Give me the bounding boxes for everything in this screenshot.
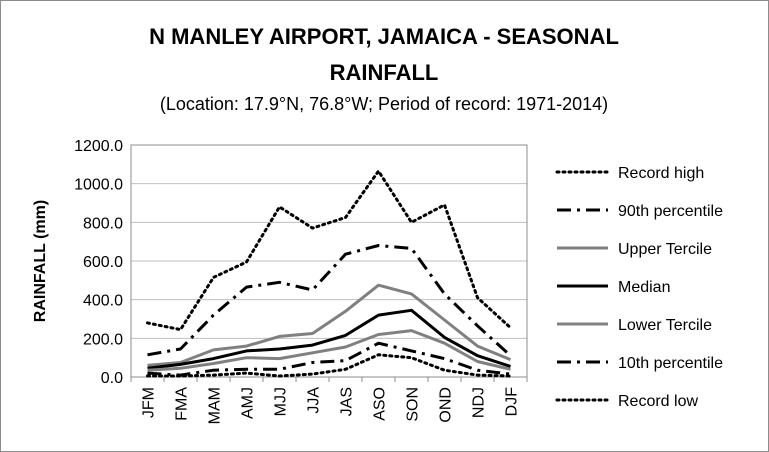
series-line-90th-percentile (147, 244, 512, 357)
series-line-10th-percentile (147, 341, 511, 377)
y-axis-label: RAINFALL (mm) (32, 200, 49, 322)
x-tick-label: SON (405, 387, 422, 422)
x-tick-label: AMJ (240, 387, 257, 419)
y-tick-label: 1200.0 (74, 138, 123, 155)
series-line-record-high (146, 169, 512, 332)
series-line-record-low (146, 353, 512, 378)
y-tick-label: 200.0 (83, 331, 123, 348)
chart-title-line1: N MANLEY AIRPORT, JAMAICA - SEASONAL (149, 24, 619, 49)
legend-label: Record low (618, 393, 698, 410)
y-tick-label: 0.0 (101, 370, 123, 387)
legend-label: Record high (618, 165, 704, 182)
series-line-lower-tercile (147, 329, 511, 372)
y-tick-label: 600.0 (83, 254, 123, 271)
x-tick-label: FMA (174, 387, 191, 421)
x-tick-label: MAM (207, 387, 224, 424)
x-tick-label: JJA (306, 387, 323, 414)
series-line-median (147, 308, 511, 370)
x-tick-label: DJF (504, 387, 521, 417)
x-tick-label: MJJ (273, 387, 290, 416)
legend-label: Upper Tercile (618, 241, 712, 258)
legend-label: Median (618, 279, 670, 296)
x-tick-label: JFM (141, 387, 158, 418)
y-tick-label: 400.0 (83, 293, 123, 310)
chart-title-line2: RAINFALL (330, 60, 439, 85)
x-tick-label: NDJ (471, 387, 488, 418)
x-tick-label: ASO (372, 387, 389, 421)
y-tick-label: 1000.0 (74, 177, 123, 194)
series-line-upper-tercile (147, 283, 512, 367)
legend-label: 90th percentile (618, 203, 723, 220)
x-tick-label: JAS (339, 387, 356, 416)
legend-label: 10th percentile (618, 355, 723, 372)
legend-label: Lower Tercile (618, 317, 712, 334)
y-tick-label: 800.0 (83, 215, 123, 232)
x-tick-label: OND (438, 387, 455, 423)
chart-subtitle: (Location: 17.9°N, 76.8°W; Period of rec… (160, 94, 608, 114)
